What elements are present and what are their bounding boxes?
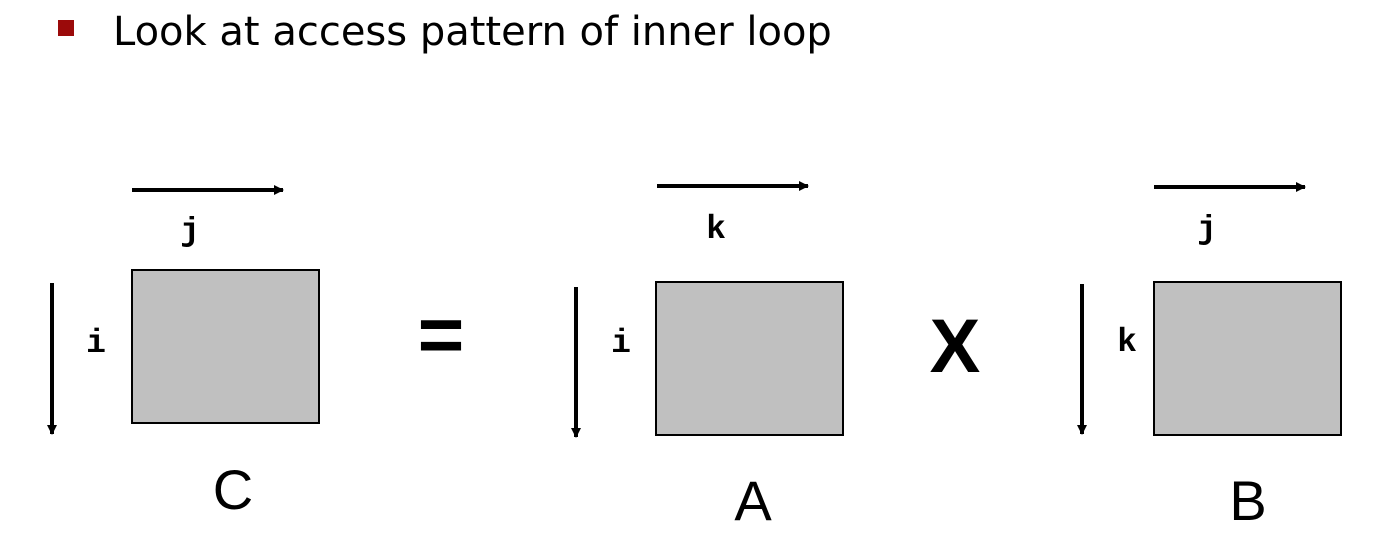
b-row-index: k xyxy=(1117,324,1137,361)
bullet-text: Look at access pattern of inner loop xyxy=(113,9,832,55)
c-row-index: i xyxy=(86,325,106,362)
a-row-index: i xyxy=(611,325,631,362)
matrix-b: j k B xyxy=(1077,182,1342,532)
matrix-a-label: A xyxy=(734,469,772,532)
a-col-index: k xyxy=(706,211,726,248)
matrix-c: j i C xyxy=(47,185,320,521)
times-sign: X xyxy=(930,304,981,389)
matrix-c-label: C xyxy=(213,458,253,521)
bullet-marker xyxy=(58,20,74,36)
b-col-index: j xyxy=(1197,211,1217,248)
matrix-a: k i A xyxy=(571,181,844,532)
matrix-a-box xyxy=(655,281,844,436)
matrix-b-box xyxy=(1153,281,1342,436)
matrix-c-box xyxy=(131,269,320,424)
matrix-b-label: B xyxy=(1229,469,1266,532)
c-col-index: j xyxy=(180,213,200,250)
equals-sign: = xyxy=(418,290,465,379)
